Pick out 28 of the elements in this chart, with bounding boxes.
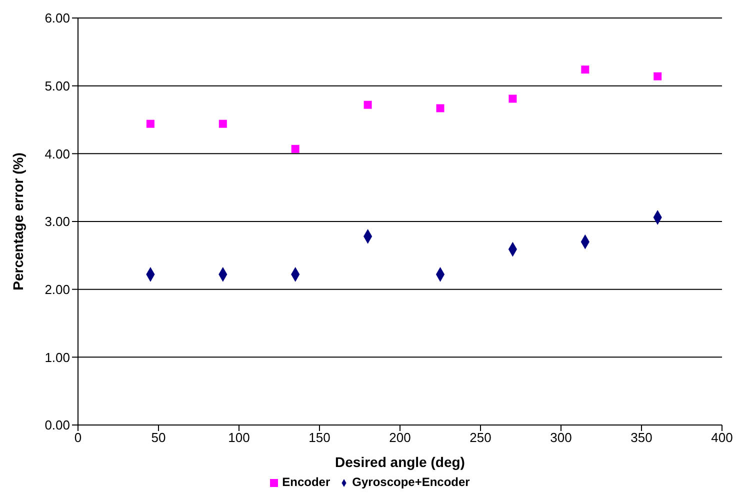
y-tick-label: 0.00	[44, 418, 70, 433]
legend-label: Encoder	[282, 475, 330, 489]
point	[218, 120, 227, 128]
point	[508, 94, 517, 103]
y-tick-label: 5.00	[44, 78, 70, 94]
y-tick-label: 2.00	[44, 282, 70, 297]
y-axis-title: Percentage error (%)	[10, 152, 26, 290]
y-tick-label: 3.00	[44, 214, 70, 230]
point	[436, 104, 444, 112]
y-tick-label: 1.00	[44, 350, 70, 365]
x-tick-label: 350	[630, 430, 652, 446]
x-tick-label: 250	[470, 430, 492, 446]
legend-label: Gyroscope+Encoder	[352, 475, 470, 489]
x-tick-label: 200	[389, 430, 411, 446]
y-tick-label: 4.00	[44, 146, 70, 162]
x-axis-title: Desired angle (deg)	[335, 454, 465, 470]
x-tick-label: 100	[228, 430, 250, 446]
x-tick-label: 0	[74, 430, 82, 446]
point	[291, 144, 300, 153]
point	[146, 120, 154, 128]
x-tick-label: 400	[711, 430, 733, 446]
x-tick-label: 50	[151, 430, 166, 446]
point	[654, 72, 662, 80]
y-tick-label: 6.00	[44, 10, 70, 26]
x-tick-label: 300	[550, 430, 572, 446]
point	[364, 100, 372, 109]
point	[581, 66, 590, 74]
x-tick-label: 150	[308, 430, 330, 446]
